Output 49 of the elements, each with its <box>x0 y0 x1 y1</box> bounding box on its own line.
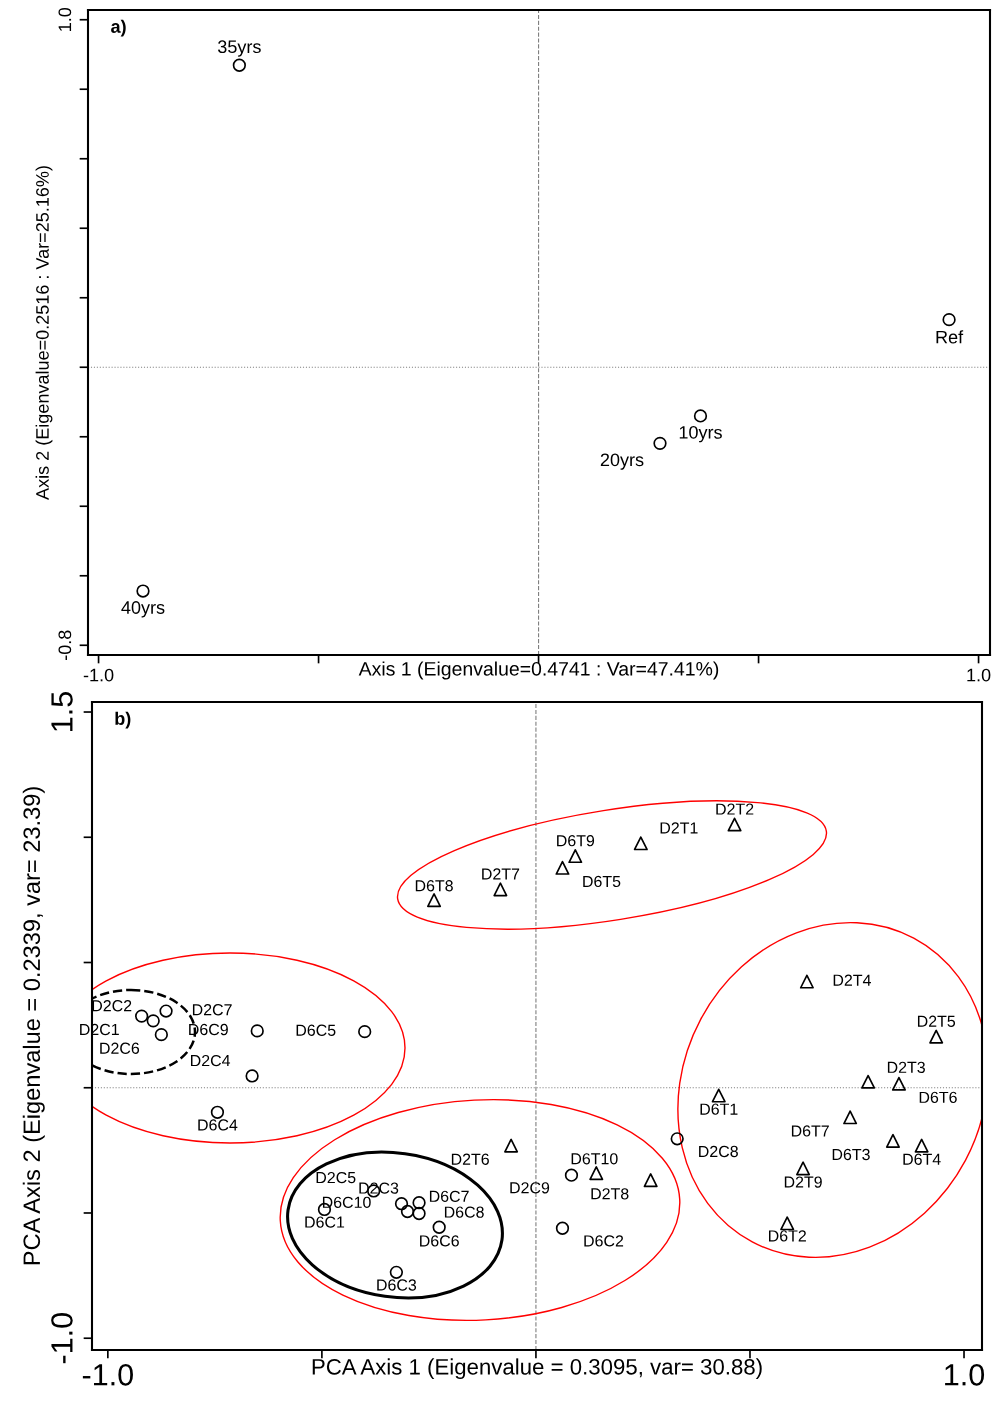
annotation: D2C2 <box>92 1000 132 1012</box>
annotation: D6C6 <box>420 1235 459 1247</box>
annotation: D6T4 <box>903 1153 941 1165</box>
annotation: D6C1 <box>305 1216 345 1228</box>
annotation: D2C9 <box>510 1182 550 1194</box>
annotation: D6C4 <box>198 1119 238 1131</box>
annotation: D2T3 <box>887 1061 925 1074</box>
y-axis-title: PCA Axis 2 (Eigenvalue = 0.2339, var= 23.39) <box>22 787 45 1265</box>
annotation: D6T8 <box>415 880 453 892</box>
annotation: D6T3 <box>832 1148 870 1161</box>
annotation: D2C7 <box>192 1004 232 1016</box>
annotation: D6C3 <box>377 1279 417 1291</box>
annotation: 20yrs <box>600 453 644 470</box>
annotation: D2C8 <box>699 1145 738 1158</box>
annotation: 10yrs <box>679 425 722 443</box>
text: b) <box>115 711 131 729</box>
y-tick-label: -0.8 <box>58 630 72 661</box>
y-axis-title: Axis 2 (Eigenvalue=0.2516 : Var=25.16%) <box>35 166 53 500</box>
annotation: D2C6 <box>100 1042 140 1054</box>
annotation: D2T9 <box>784 1176 822 1188</box>
annotation: 35yrs <box>217 40 261 57</box>
annotation: D6C5 <box>296 1024 336 1036</box>
annotation: D6T6 <box>919 1091 957 1104</box>
annotation: D2T8 <box>591 1188 629 1200</box>
annotation: D6T9 <box>557 835 595 847</box>
annotation: D6T1 <box>700 1103 738 1115</box>
annotation: D6C8 <box>444 1206 484 1218</box>
y-tick-label: 1.5 <box>51 692 73 731</box>
annotation: D6T7 <box>791 1125 829 1137</box>
annotation: D6T2 <box>769 1230 806 1242</box>
x-axis-title: PCA Axis 1 (Eigenvalue = 0.3095, var= 30.88) <box>312 1358 762 1380</box>
x-axis-title: Axis 1 (Eigenvalue=0.4741 : Var=47.41%) <box>358 661 719 680</box>
annotation: D6C7 <box>429 1190 469 1202</box>
annotation: D6T5 <box>583 875 621 888</box>
annotation: D2T2 <box>716 803 754 815</box>
annotation: 40yrs <box>121 601 165 618</box>
annotation: D2T7 <box>482 868 520 880</box>
annotation: D2T5 <box>917 1015 956 1027</box>
annotation: D6C2 <box>584 1235 624 1247</box>
annotation: D6C10 <box>322 1196 371 1209</box>
annotation: D2T6 <box>451 1153 489 1165</box>
annotation: D2C4 <box>191 1054 231 1067</box>
annotation: Ref <box>936 330 964 344</box>
text: a) <box>111 19 126 37</box>
y-tick-label: 1.0 <box>58 7 72 31</box>
annotation: D2T4 <box>833 974 871 986</box>
annotation: D2C5 <box>316 1171 356 1184</box>
annotation: D6T10 <box>571 1153 618 1165</box>
annotation: D2T1 <box>660 822 698 834</box>
